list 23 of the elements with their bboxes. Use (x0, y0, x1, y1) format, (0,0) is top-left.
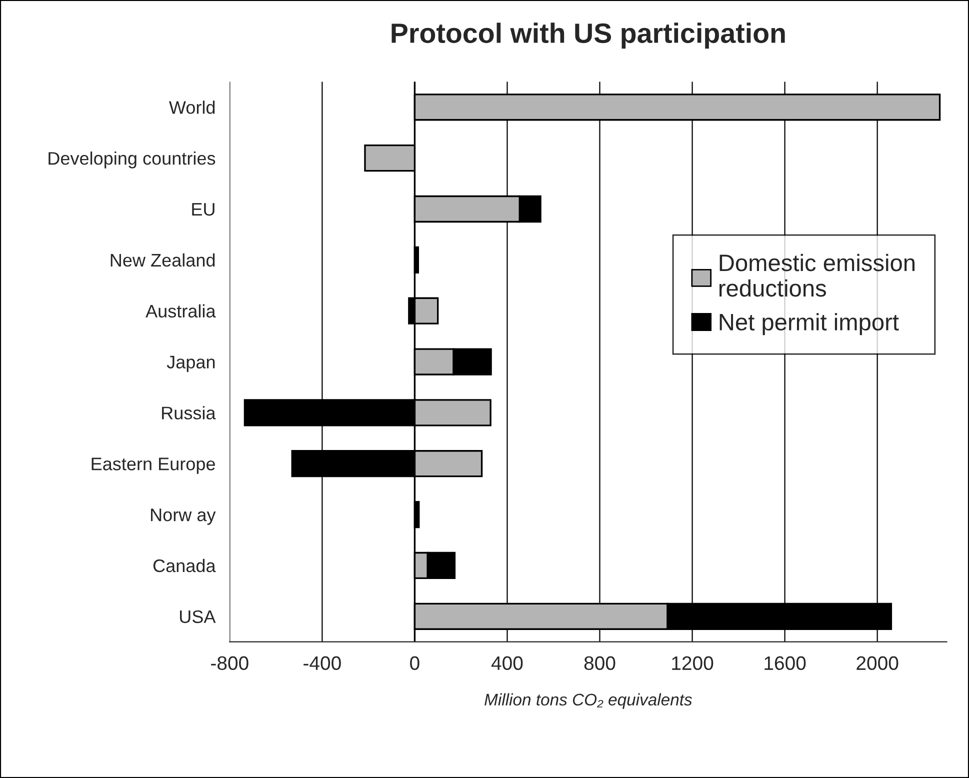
legend-label: Net permit import (720, 313, 899, 336)
x-tick-label: 400 (491, 656, 523, 670)
y-tick-label: Norw ay (151, 508, 216, 525)
x-tick-label: 1600 (764, 656, 806, 670)
x-axis-title: Million tons CO₂ equivalents (484, 693, 692, 709)
x-tick-label: -400 (304, 656, 341, 670)
y-tick-label: World (169, 100, 215, 114)
x-tick-label: 1200 (672, 656, 714, 670)
x-tick-label: -800 (211, 656, 248, 670)
x-tick-label: 0 (410, 656, 420, 670)
y-tick-label: New Zealand (110, 253, 215, 267)
y-tick-label: Canada (153, 558, 216, 572)
y-tick-label: USA (180, 610, 216, 624)
x-tick-label: 800 (584, 656, 616, 670)
y-tick-label: Japan (166, 356, 215, 372)
legend-label: Domestic emission reductions (719, 254, 914, 297)
x-tick-label: 2000 (856, 656, 898, 670)
y-tick-label: Eastern Europe (92, 458, 215, 474)
y-tick-label: Russia (162, 406, 216, 420)
y-tick-label: EU (192, 203, 214, 216)
chart-title: Protocol with US participation (392, 22, 785, 49)
y-tick-label: Developing countries (48, 152, 216, 168)
y-tick-label: Australia (146, 304, 216, 318)
